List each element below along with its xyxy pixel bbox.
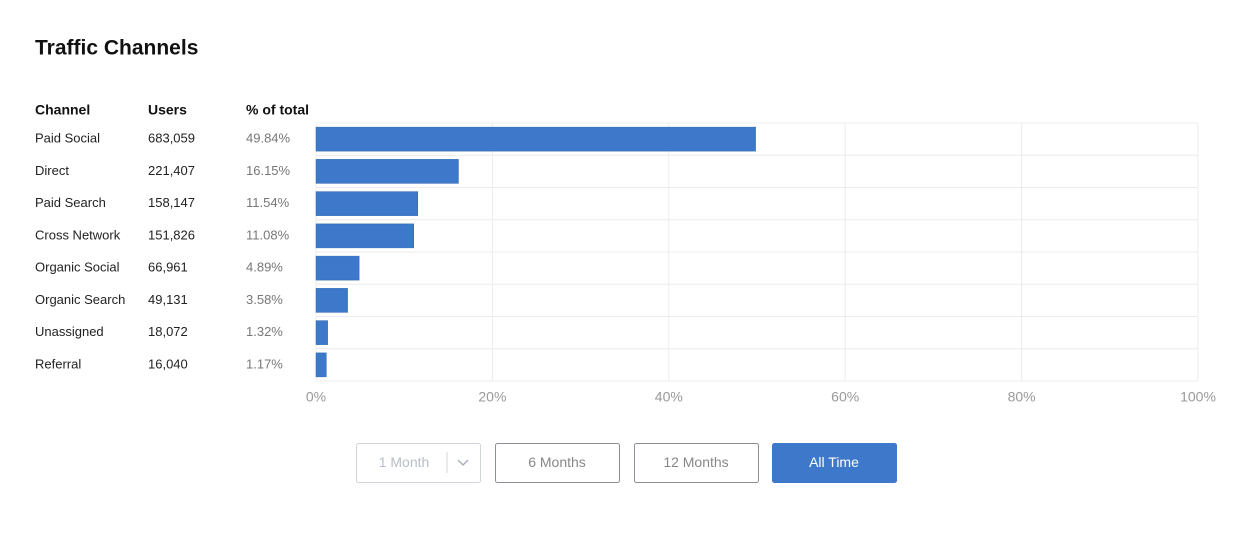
x-tick-label: 100% — [1180, 389, 1216, 405]
range-button[interactable]: 12 Months — [634, 443, 759, 483]
bar — [315, 320, 328, 345]
users-value: 18,072 — [148, 324, 188, 339]
x-tick-label: 80% — [1008, 389, 1036, 405]
users-value: 221,407 — [148, 163, 195, 178]
button-box — [495, 443, 620, 483]
range-button: 1 Month — [356, 443, 481, 483]
bar — [315, 126, 756, 152]
bar — [315, 352, 327, 378]
button-label: 6 Months — [528, 454, 586, 470]
dropdown-chevron — [457, 459, 469, 467]
x-tick-label: 0% — [306, 389, 326, 405]
users-value: 151,826 — [148, 227, 195, 242]
column-header: % of total — [246, 102, 309, 118]
channel-name: Unassigned — [35, 324, 104, 339]
users-value: 158,147 — [148, 195, 195, 210]
button-label: 1 Month — [379, 454, 430, 470]
users-value: 66,961 — [148, 260, 188, 275]
button-box — [772, 443, 897, 483]
bar — [315, 223, 414, 249]
bar — [315, 288, 348, 313]
channel-name: Paid Social — [35, 131, 100, 146]
x-tick-label: 20% — [478, 389, 506, 405]
percent-label: 1.32% — [246, 324, 283, 339]
percent-label: 49.84% — [246, 131, 291, 146]
column-header: Channel — [35, 102, 90, 118]
bar — [315, 159, 459, 184]
channel-name: Referral — [35, 356, 81, 371]
percent-label: 3.58% — [246, 292, 283, 307]
range-button[interactable]: 6 Months — [495, 443, 620, 483]
channel-name: Organic Social — [35, 260, 120, 275]
percent-label: 16.15% — [246, 163, 291, 178]
bar — [315, 255, 360, 281]
widget-title: Traffic Channels — [35, 37, 198, 60]
users-value: 683,059 — [148, 131, 195, 146]
button-label: 12 Months — [663, 454, 728, 470]
bar — [315, 191, 419, 216]
percent-label: 1.17% — [246, 356, 283, 371]
channel-name: Organic Search — [35, 292, 125, 307]
button-box — [634, 443, 759, 483]
range-button[interactable]: All Time — [772, 443, 897, 483]
x-tick-label: 40% — [655, 389, 683, 405]
percent-label: 4.89% — [246, 260, 283, 275]
users-value: 49,131 — [148, 292, 188, 307]
x-tick-label: 60% — [831, 389, 859, 405]
percent-label: 11.54% — [246, 195, 290, 210]
button-label: All Time — [809, 454, 859, 470]
percent-label: 11.08% — [246, 227, 290, 242]
channel-name: Paid Search — [35, 195, 106, 210]
users-value: 16,040 — [148, 356, 188, 371]
channel-name: Direct — [35, 163, 69, 178]
channel-name: Cross Network — [35, 227, 121, 242]
column-header: Users — [148, 102, 187, 118]
button-box — [356, 443, 481, 483]
